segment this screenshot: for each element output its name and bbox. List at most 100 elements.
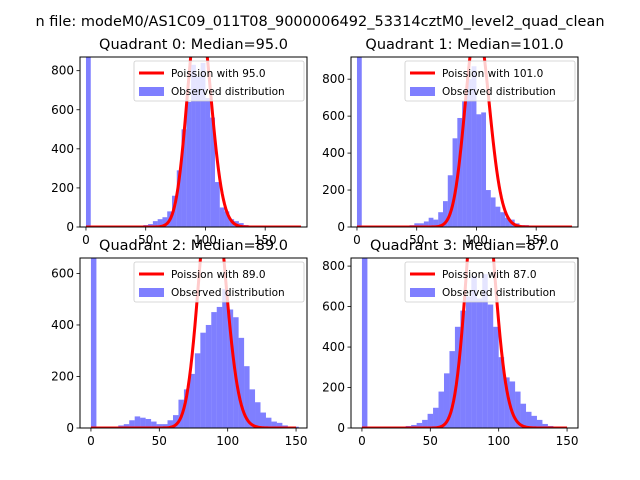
histogram-bars	[85, 57, 249, 227]
histogram-bar	[361, 258, 368, 428]
legend-box	[404, 261, 576, 303]
histogram-bar	[260, 412, 266, 428]
x-tick-label: 100	[487, 434, 510, 448]
histogram-bar	[422, 419, 428, 428]
y-tick-label: 200	[51, 369, 74, 383]
y-tick-label: 0	[337, 421, 345, 435]
histogram-bar	[520, 403, 527, 428]
subplot-quadrant-0: 0 50 100 150 0 200 400 600 800 Quadrant 0: Median…	[51, 37, 308, 247]
histogram-bar	[157, 219, 163, 227]
legend-hist-swatch	[139, 288, 164, 297]
legend-box	[404, 60, 576, 102]
histogram-bar	[181, 129, 187, 227]
legend: Poission with 87.0 Observed distribution	[404, 261, 576, 303]
histogram-bar	[476, 114, 482, 227]
histogram-bar	[509, 381, 516, 428]
histogram-bar	[183, 389, 190, 428]
x-tick-label: 50	[138, 233, 153, 247]
subplot-title: Quadrant 2: Median=89.0	[99, 238, 288, 254]
histogram-bar	[205, 98, 211, 227]
subplot-title: Quadrant 1: Median=101.0	[365, 37, 563, 53]
histogram-bar	[471, 66, 477, 227]
y-tick-label: 600	[51, 103, 74, 117]
histogram-bar	[471, 276, 477, 428]
histogram-bar	[493, 326, 499, 428]
histogram-bar	[486, 190, 491, 227]
histogram-bar	[276, 422, 283, 428]
histogram-bars	[356, 57, 530, 227]
histogram-bar	[156, 424, 163, 428]
histogram-bar	[249, 389, 256, 428]
legend-curve-label: Poission with 89.0	[171, 269, 266, 281]
histogram-bar	[414, 223, 420, 227]
histogram-bar	[205, 324, 212, 428]
y-tick-label: 200	[322, 381, 345, 395]
subplot-title: Quadrant 3: Median=87.0	[370, 238, 559, 254]
legend-hist-label: Observed distribution	[442, 86, 556, 98]
histogram-bar	[227, 309, 234, 428]
legend-curve-label: Poission with 101.0	[442, 68, 543, 80]
histogram-bar	[145, 418, 152, 428]
subplot-title: Quadrant 0: Median=95.0	[99, 37, 288, 53]
histogram-bar	[481, 112, 487, 227]
axes-frame	[79, 257, 308, 429]
histogram-bar	[215, 182, 220, 227]
histogram-bar	[495, 206, 501, 227]
histogram-bar	[123, 424, 130, 428]
histogram-bar	[191, 64, 196, 227]
histogram-bar	[356, 57, 362, 227]
histogram-bar	[428, 217, 434, 227]
histogram-bar	[416, 422, 423, 428]
y-tick-label: 0	[66, 421, 74, 435]
subplot-quadrant-1: 0 50 100 150 0 200 400 600 800 Quadrant 1: Median…	[322, 37, 579, 247]
y-tick-label: 400	[51, 318, 74, 332]
histogram-bar	[442, 201, 448, 227]
histogram-bar	[134, 416, 141, 428]
histogram-bar	[222, 288, 228, 428]
histogram-bar	[152, 221, 158, 227]
x-tick-label: 0	[87, 434, 95, 448]
y-tick-label: 200	[322, 183, 345, 197]
histogram-bar	[200, 332, 206, 428]
histogram-bar	[433, 407, 439, 428]
y-tick-label: 800	[322, 259, 345, 273]
figure-suptitle: n file: modeM0/AS1C09_011T08_9000006492_…	[35, 14, 604, 30]
histogram-bar	[438, 391, 444, 428]
histogram-bar	[457, 117, 463, 227]
x-tick-label: 100	[216, 434, 239, 448]
histogram-bar	[419, 223, 424, 227]
y-tick-label: 400	[51, 142, 74, 156]
x-tick-label: 150	[525, 233, 548, 247]
histogram-bar	[140, 417, 146, 428]
y-tick-label: 600	[322, 300, 345, 314]
histogram-bar	[443, 373, 450, 428]
x-tick-label: 100	[194, 233, 217, 247]
legend-box	[133, 261, 305, 303]
y-tick-label: 600	[322, 109, 345, 123]
x-tick-label: 0	[353, 233, 361, 247]
histogram-bar	[452, 138, 458, 227]
histogram-bar	[515, 391, 521, 428]
legend: Poission with 89.0 Observed distribution	[133, 261, 305, 303]
histogram-bar	[255, 402, 261, 428]
histogram-bar	[438, 212, 443, 227]
histogram-bar	[172, 415, 179, 428]
histogram-bar	[210, 117, 216, 227]
histogram-bar	[194, 353, 201, 428]
histogram-bars	[361, 258, 565, 428]
histogram-bar	[129, 420, 135, 428]
legend-box	[133, 60, 305, 102]
histogram-bar	[85, 57, 91, 227]
histogram-bar	[466, 79, 472, 227]
y-tick-label: 800	[322, 72, 345, 86]
histogram-bar	[490, 197, 496, 227]
histogram-bar	[244, 366, 250, 428]
x-tick-label: 150	[254, 233, 277, 247]
histogram-bar	[176, 170, 182, 227]
subplot-quadrant-2: 0 50 100 150 0 200 400 600 Quadrant 2: Median=89…	[51, 238, 308, 448]
histogram-bar	[462, 101, 467, 227]
histogram-bar	[433, 219, 439, 227]
histogram-bar	[216, 306, 223, 428]
legend-curve-label: Poission with 87.0	[442, 269, 537, 281]
